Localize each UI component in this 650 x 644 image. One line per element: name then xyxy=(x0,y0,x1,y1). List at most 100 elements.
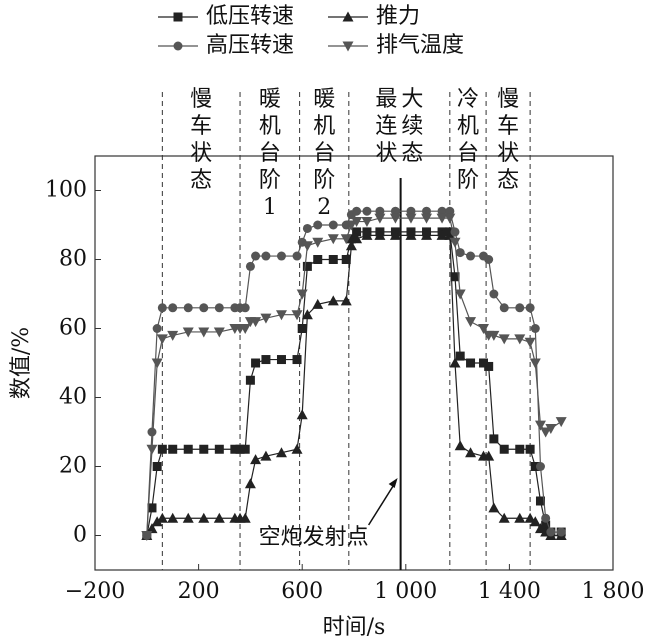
marker xyxy=(182,327,194,338)
marker xyxy=(529,358,541,369)
y-tick-label: 40 xyxy=(59,385,87,410)
legend-label: 低压转速 xyxy=(206,4,294,29)
marker xyxy=(168,303,178,313)
marker xyxy=(292,251,302,261)
marker xyxy=(250,454,262,465)
marker xyxy=(276,355,286,365)
marker xyxy=(296,409,308,420)
x-tick-label: 200 xyxy=(178,579,220,604)
marker xyxy=(301,241,313,252)
marker xyxy=(374,229,386,240)
marker xyxy=(514,512,526,523)
marker xyxy=(146,444,158,455)
marker xyxy=(488,502,500,513)
y-tick-label: 60 xyxy=(59,316,87,341)
marker xyxy=(275,310,287,321)
marker xyxy=(183,444,193,454)
marker xyxy=(297,324,307,333)
marker xyxy=(449,357,461,368)
marker xyxy=(449,237,461,248)
marker xyxy=(499,444,509,454)
x-tick-label: −200 xyxy=(65,579,125,604)
marker xyxy=(540,427,552,438)
y-tick-label: 20 xyxy=(59,454,87,479)
marker xyxy=(389,229,401,240)
marker xyxy=(213,512,225,523)
marker xyxy=(465,447,477,458)
marker xyxy=(340,295,352,306)
plot-frame xyxy=(94,155,614,571)
x-tick-label: 600 xyxy=(281,579,323,604)
marker xyxy=(214,444,224,454)
marker xyxy=(276,251,286,261)
marker xyxy=(141,531,153,541)
x-axis-label: 时间/s xyxy=(323,615,386,640)
marker xyxy=(529,516,541,527)
marker xyxy=(313,255,323,264)
annotation-text: 空炮发射点 xyxy=(259,525,369,550)
marker xyxy=(445,206,455,216)
marker xyxy=(173,41,183,51)
marker xyxy=(260,450,272,461)
marker xyxy=(375,206,385,216)
marker xyxy=(328,220,338,230)
marker xyxy=(484,361,494,371)
marker xyxy=(454,289,466,300)
marker xyxy=(312,298,324,309)
marker xyxy=(157,303,167,313)
legend-label: 高压转速 xyxy=(206,33,294,58)
marker xyxy=(421,229,433,240)
marker xyxy=(152,324,162,333)
marker xyxy=(444,213,456,224)
marker xyxy=(498,334,510,345)
marker xyxy=(466,251,476,261)
marker xyxy=(483,450,495,461)
marker xyxy=(301,309,313,320)
marker xyxy=(444,229,456,240)
legend-label: 排气温度 xyxy=(376,33,464,58)
marker xyxy=(436,229,448,240)
marker xyxy=(390,206,400,216)
marker xyxy=(151,358,163,369)
marker xyxy=(351,217,363,228)
marker xyxy=(244,478,256,489)
marker xyxy=(361,217,373,228)
marker xyxy=(489,289,499,299)
marker xyxy=(182,512,194,523)
marker xyxy=(240,303,250,313)
series-line xyxy=(146,234,562,537)
y-tick-label: 100 xyxy=(45,178,87,203)
marker xyxy=(239,512,251,523)
marker xyxy=(198,327,210,338)
marker xyxy=(455,351,465,361)
marker xyxy=(489,434,499,444)
marker xyxy=(534,523,546,534)
marker xyxy=(421,213,433,224)
marker xyxy=(312,237,324,248)
phase-label: 暖机台阶 1 xyxy=(259,87,281,220)
marker xyxy=(183,303,193,313)
marker xyxy=(345,240,357,251)
marker xyxy=(514,334,526,345)
marker xyxy=(541,520,551,530)
y-tick-label: 80 xyxy=(59,247,87,272)
marker xyxy=(455,248,465,258)
marker xyxy=(534,420,546,431)
marker xyxy=(488,330,500,341)
annotation-arrowhead xyxy=(388,478,398,488)
marker xyxy=(541,513,551,523)
marker xyxy=(465,317,477,328)
marker xyxy=(524,337,536,348)
marker xyxy=(213,327,225,338)
marker xyxy=(422,206,432,216)
marker xyxy=(156,512,168,523)
marker xyxy=(199,303,209,313)
marker xyxy=(250,317,262,328)
marker xyxy=(147,427,157,437)
marker xyxy=(556,527,566,537)
marker xyxy=(525,444,535,454)
marker xyxy=(239,324,251,334)
marker xyxy=(251,251,261,261)
phase-label: 最大连 续状态 xyxy=(375,87,423,166)
marker xyxy=(313,220,323,230)
